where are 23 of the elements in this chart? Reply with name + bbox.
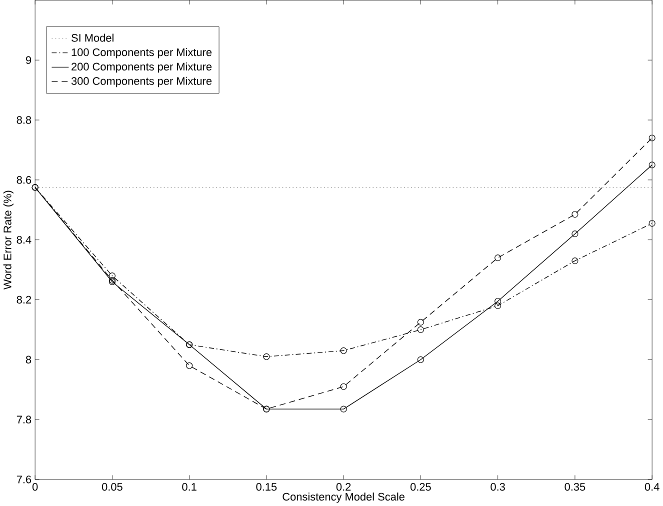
x-tick-label: 0.35 <box>564 482 586 491</box>
legend-label: 300 Components per Mixture <box>71 76 212 88</box>
x-tick-label: 0.15 <box>256 482 277 491</box>
x-tick-label: 0.05 <box>102 482 122 491</box>
y-tick-label: 8.6 <box>16 176 32 184</box>
x-axis-title: Consistency Model Scale <box>282 492 404 503</box>
legend-label: 200 Components per Mixture <box>72 62 212 73</box>
x-tick-label: 0.3 <box>490 482 505 491</box>
y-tick-label: 7.8 <box>16 416 32 424</box>
x-tick-label: 0 <box>32 482 38 491</box>
y-tick-label: 8 <box>26 356 32 364</box>
y-tick-label: 9 <box>26 56 32 64</box>
y-tick-label: 8.4 <box>16 236 32 244</box>
y-tick-label: 7.6 <box>16 476 32 484</box>
legend-label: SI Model <box>72 34 114 42</box>
legend-label: 100 Components per Mixture <box>72 48 212 58</box>
x-tick-label: 0.1 <box>182 482 196 491</box>
y-tick-label: 8.2 <box>16 296 32 304</box>
y-tick-label: 8.8 <box>16 116 32 124</box>
y-axis-title: Word Error Rate (%) <box>3 190 14 290</box>
x-tick-label: 0.2 <box>336 482 351 491</box>
x-tick-label: 0.4 <box>644 482 660 491</box>
x-tick-label: 0.25 <box>410 482 431 491</box>
